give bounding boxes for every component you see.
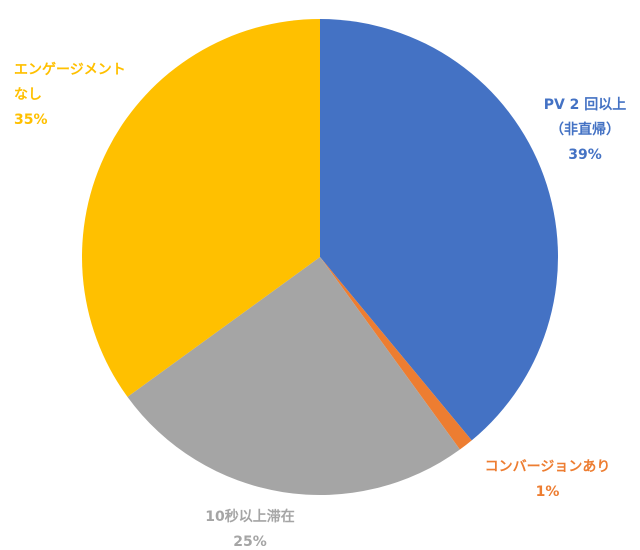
pie-slice <box>320 19 558 441</box>
value-label: 25% <box>233 534 267 550</box>
category-label: コンバージョンあり <box>484 459 611 475</box>
category-label: エンゲージメント なし <box>14 62 126 103</box>
pie-slice <box>320 257 472 450</box>
slice-label: PV 2 回以上 （非直帰） 39% <box>525 93 640 168</box>
value-label: 35% <box>14 112 48 128</box>
category-label: 10秒以上滞在 <box>205 509 295 525</box>
slice-label: エンゲージメント なし 35% <box>14 58 174 133</box>
pie-slice <box>81 19 320 397</box>
slice-label: コンバージョンあり 1% <box>465 455 630 505</box>
value-label: 1% <box>535 484 560 500</box>
category-label: PV 2 回以上 （非直帰） <box>543 97 627 138</box>
slice-label: 10秒以上滞在 25% <box>180 505 320 550</box>
pie-slice <box>127 257 460 495</box>
value-label: 39% <box>568 147 602 163</box>
